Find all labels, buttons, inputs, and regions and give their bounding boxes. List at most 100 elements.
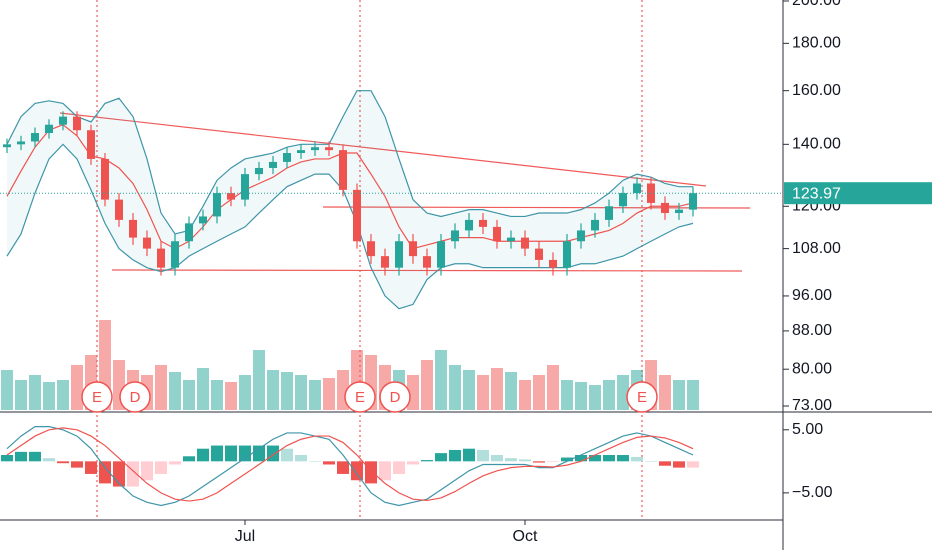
volume-bar bbox=[253, 350, 265, 410]
candle-body bbox=[227, 193, 235, 200]
candle-body bbox=[353, 189, 361, 242]
candle-body bbox=[283, 153, 291, 162]
macd-hist bbox=[141, 461, 153, 481]
candle-body bbox=[73, 116, 81, 131]
y-tick-label: 80.00 bbox=[792, 360, 832, 377]
y-tick-label: 160.00 bbox=[792, 82, 841, 99]
macd-hist bbox=[281, 448, 293, 462]
candle-body bbox=[619, 193, 627, 207]
macd-hist bbox=[519, 459, 531, 462]
volume-bar bbox=[435, 350, 447, 410]
candle-body bbox=[31, 133, 39, 142]
macd-hist bbox=[463, 448, 475, 462]
candle-body bbox=[493, 226, 501, 242]
candle-body bbox=[311, 147, 319, 151]
candle-body bbox=[87, 130, 95, 159]
macd-hist bbox=[421, 460, 433, 462]
volume-bar bbox=[29, 375, 41, 410]
volume-bar bbox=[57, 380, 69, 410]
volume-bar bbox=[561, 380, 573, 410]
macd-hist bbox=[99, 461, 111, 484]
volume-bar bbox=[15, 380, 27, 410]
macd-hist bbox=[491, 455, 503, 462]
macd-hist bbox=[85, 461, 97, 474]
candle-body bbox=[325, 147, 333, 151]
last-price-label: 123.97 bbox=[792, 185, 841, 202]
y-tick-label: 108.00 bbox=[792, 240, 841, 257]
volume-bar bbox=[225, 382, 237, 410]
macd-hist bbox=[239, 445, 251, 462]
volume-bar bbox=[71, 365, 83, 410]
macd-hist bbox=[561, 457, 573, 462]
event-marker bbox=[379, 381, 411, 413]
candle-body bbox=[395, 241, 403, 268]
candle-body bbox=[521, 237, 529, 249]
candle-body bbox=[297, 150, 305, 154]
volume-bar bbox=[239, 375, 251, 410]
macd-hist bbox=[393, 461, 405, 474]
macd-hist bbox=[29, 451, 41, 462]
candle-body bbox=[3, 144, 11, 148]
event-marker bbox=[626, 381, 658, 413]
candle-body bbox=[143, 237, 151, 249]
macd-hist bbox=[617, 455, 629, 462]
candle-body bbox=[17, 141, 25, 145]
band-lower bbox=[6, 143, 694, 310]
candle-body bbox=[675, 209, 683, 214]
volume-bar bbox=[491, 368, 503, 410]
candle-body bbox=[381, 256, 389, 268]
volume-bar bbox=[617, 375, 629, 410]
candle-body bbox=[45, 124, 53, 134]
volume-bar bbox=[211, 380, 223, 410]
macd-hist bbox=[211, 445, 223, 462]
macd-line bbox=[6, 426, 694, 507]
macd-hist bbox=[183, 456, 195, 462]
event-marker bbox=[81, 381, 113, 413]
event-label: E bbox=[355, 389, 365, 406]
event-marker bbox=[344, 381, 376, 413]
candle-body bbox=[269, 161, 277, 168]
event-marker bbox=[119, 381, 151, 413]
y2-tick-label: −5.00 bbox=[792, 484, 833, 501]
volume-bar bbox=[421, 360, 433, 410]
volume-bar bbox=[547, 365, 559, 410]
macd-hist bbox=[687, 461, 699, 468]
event-label: E bbox=[637, 389, 647, 406]
candle-body bbox=[409, 241, 417, 257]
candle-body bbox=[185, 223, 193, 242]
candle-body bbox=[115, 199, 123, 220]
candle-body bbox=[591, 219, 599, 231]
candle-body bbox=[59, 116, 67, 125]
last-price-box bbox=[784, 182, 932, 205]
volume-bar bbox=[659, 375, 671, 410]
volume-bar bbox=[169, 372, 181, 410]
macd-hist bbox=[253, 445, 265, 462]
volume-bar bbox=[281, 372, 293, 410]
volume-bar bbox=[323, 378, 335, 410]
macd-hist bbox=[673, 461, 685, 468]
y2-tick-label: 5.00 bbox=[792, 421, 823, 438]
event-label: D bbox=[390, 389, 401, 406]
macd-hist bbox=[295, 455, 307, 462]
volume-bar bbox=[197, 368, 209, 410]
candle-body bbox=[689, 193, 697, 210]
volume-bar bbox=[519, 380, 531, 410]
macd-hist bbox=[449, 449, 461, 462]
macd-hist bbox=[505, 458, 517, 462]
macd-hist bbox=[645, 461, 657, 462]
y-tick-label: 180.00 bbox=[792, 35, 841, 52]
y-tick-label: 73.00 bbox=[792, 397, 832, 414]
macd-hist bbox=[323, 461, 335, 465]
macd-hist bbox=[225, 445, 237, 462]
x-tick-label: Jul bbox=[235, 528, 255, 545]
candle-body bbox=[507, 237, 515, 242]
macd-hist bbox=[169, 461, 181, 465]
macd-hist bbox=[379, 461, 391, 481]
candle-body bbox=[465, 219, 473, 231]
volume-bar bbox=[267, 370, 279, 410]
band-upper bbox=[6, 90, 693, 235]
volume-bar bbox=[449, 365, 461, 410]
macd-hist bbox=[365, 461, 377, 484]
candle-body bbox=[549, 259, 557, 268]
candle-body bbox=[213, 193, 221, 217]
